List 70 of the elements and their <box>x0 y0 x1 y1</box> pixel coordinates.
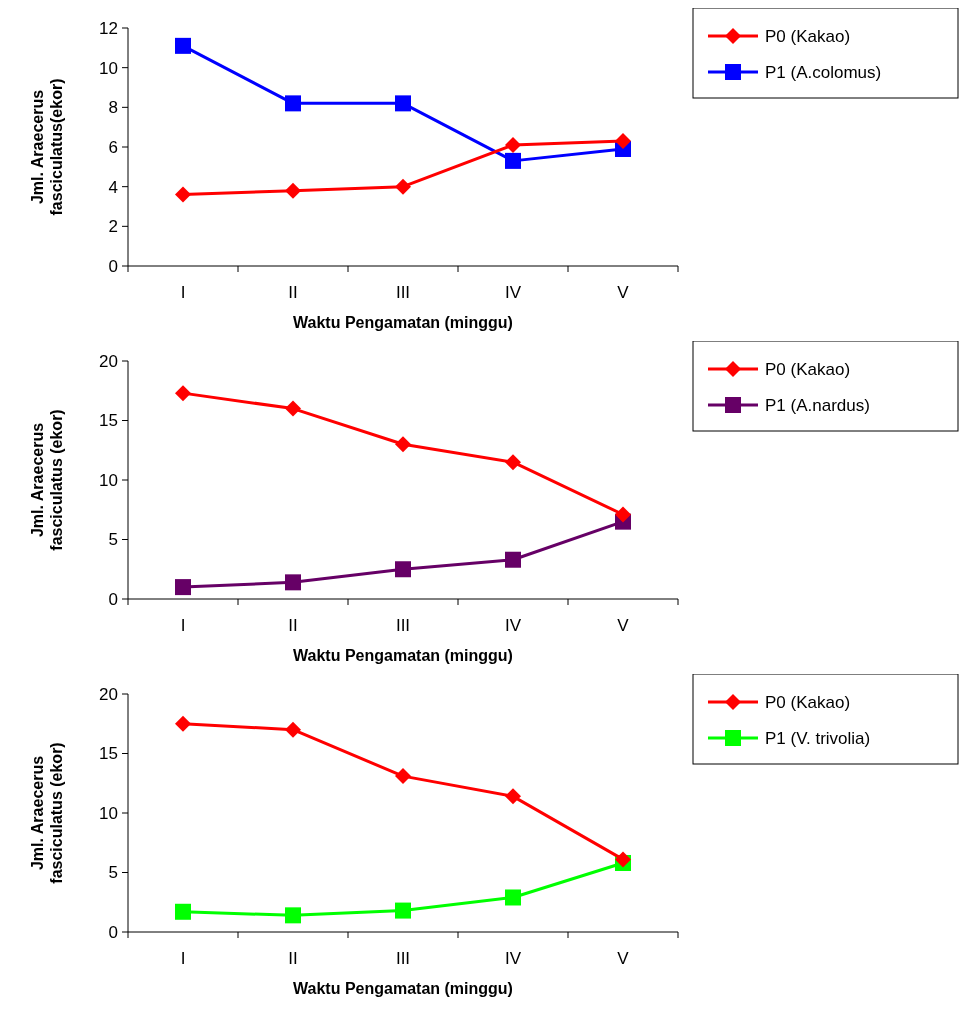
y-axis-title: Jml. Araecerus fasciculatus (ekor) <box>29 742 66 884</box>
x-tick-label: V <box>617 283 630 302</box>
x-tick-label: II <box>288 949 298 968</box>
point <box>395 95 411 112</box>
x-axis-title: Waktu Pengamatan (minggu) <box>293 647 513 664</box>
y-tick-label: 12 <box>99 18 118 38</box>
y-tick-label: 15 <box>99 744 118 764</box>
legend-label: P0 (Kakao) <box>765 359 851 379</box>
x-tick-label: I <box>180 949 186 968</box>
y-tick-label: 0 <box>108 256 118 276</box>
point <box>285 907 301 924</box>
x-tick-label: II <box>288 283 298 302</box>
point <box>505 137 521 154</box>
x-tick-label: III <box>395 283 411 302</box>
y-tick-label: 5 <box>108 863 118 883</box>
point <box>175 385 191 402</box>
y-tick-label: 5 <box>108 530 118 550</box>
point <box>175 579 191 596</box>
point <box>175 903 191 920</box>
y-tick-label: 2 <box>108 217 118 237</box>
point <box>615 133 631 150</box>
y-axis-title: Jml. Araecerus fasciculatus (ekor) <box>29 409 66 551</box>
y-tick-label: 0 <box>108 589 118 609</box>
x-tick-label: III <box>395 949 411 968</box>
x-tick-label: IV <box>504 283 522 302</box>
point <box>285 721 301 738</box>
legend-label: P0 (Kakao) <box>765 692 851 712</box>
y-tick-label: 10 <box>99 803 118 823</box>
point <box>505 889 521 906</box>
point <box>505 454 521 471</box>
point <box>285 95 301 112</box>
point <box>175 37 191 54</box>
x-tick-label: V <box>617 949 630 968</box>
point <box>175 715 191 732</box>
x-axis-title: Waktu Pengamatan (minggu) <box>293 314 513 331</box>
point <box>505 152 521 169</box>
point <box>285 574 301 591</box>
point <box>395 436 411 453</box>
y-tick-label: 20 <box>99 351 118 371</box>
x-tick-label: III <box>395 616 411 635</box>
y-axis-title: Jml. Araecerus fasciculatus(ekor) <box>29 78 66 216</box>
x-tick-label: I <box>180 283 186 302</box>
y-tick-label: 10 <box>99 58 118 78</box>
point <box>395 178 411 195</box>
point <box>175 186 191 203</box>
legend-label: P0 (Kakao) <box>765 26 851 46</box>
x-tick-label: I <box>180 616 186 635</box>
legend-label: P1 (A.nardus) <box>765 395 870 415</box>
y-tick-label: 8 <box>108 98 118 118</box>
point <box>395 902 411 919</box>
y-tick-label: 0 <box>108 922 118 942</box>
x-tick-label: IV <box>504 616 522 635</box>
y-tick-label: 15 <box>99 411 118 431</box>
x-tick-label: II <box>288 616 298 635</box>
point <box>505 551 521 568</box>
y-tick-label: 20 <box>99 684 118 704</box>
x-axis-title: Waktu Pengamatan (minggu) <box>293 980 513 997</box>
point <box>505 788 521 805</box>
legend-label: P1 (V. trivolia) <box>765 728 871 748</box>
point <box>615 506 631 523</box>
y-tick-label: 10 <box>99 470 118 490</box>
point <box>285 182 301 199</box>
point <box>395 768 411 785</box>
legend-label: P1 (A.colomus) <box>765 62 882 82</box>
y-tick-label: 4 <box>108 177 118 197</box>
y-tick-label: 6 <box>108 137 118 157</box>
x-tick-label: IV <box>504 949 522 968</box>
point <box>285 400 301 417</box>
x-tick-label: V <box>617 616 630 635</box>
point <box>395 561 411 578</box>
